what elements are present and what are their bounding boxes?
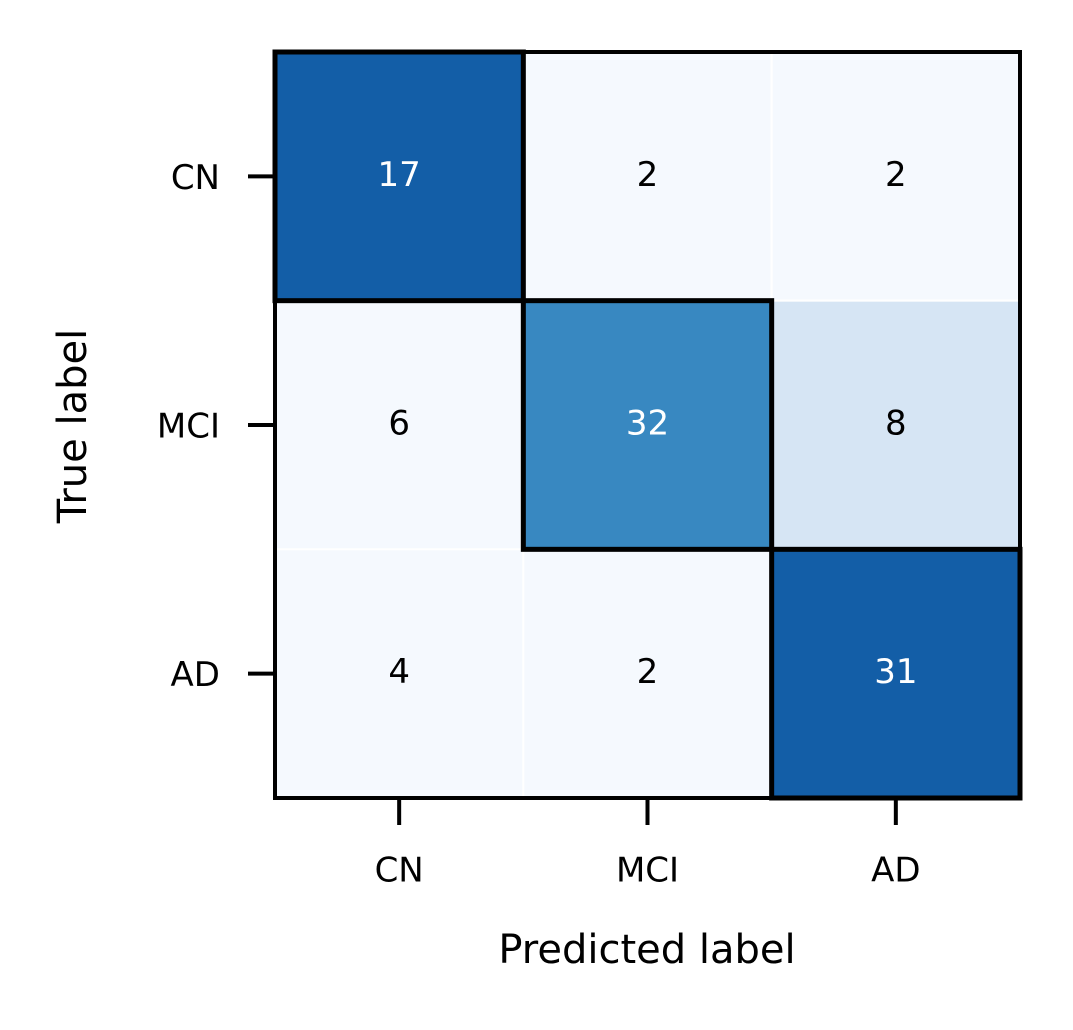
x-axis-label: Predicted label [498,927,795,973]
heatmap-cell [522,299,773,551]
diagonal-highlight [520,298,775,552]
x-tick-label: AD [871,851,920,891]
cell-label: 17 [378,155,421,195]
cell-label: 2 [637,155,659,195]
cell-label: 32 [626,404,669,444]
heatmap-cell [522,548,773,799]
cell-label: 8 [885,404,907,444]
y-axis-label: True label [50,329,96,524]
y-tick-label: MCI [157,407,220,447]
cell-label: 6 [388,404,410,444]
heatmap-cell [770,299,1022,551]
x-tick-label: MCI [616,851,679,891]
cell-label: 31 [874,652,917,692]
cell-label: 2 [885,155,907,195]
y-tick-label: CN [171,158,220,198]
cell-label: 4 [388,652,410,692]
cell-label: 2 [637,652,659,692]
heatmap-cell [522,51,773,302]
y-tick-label: AD [171,655,220,695]
heatmap-cell [274,299,525,551]
heatmap-cell [274,51,525,302]
x-tick-label: CN [375,851,424,891]
